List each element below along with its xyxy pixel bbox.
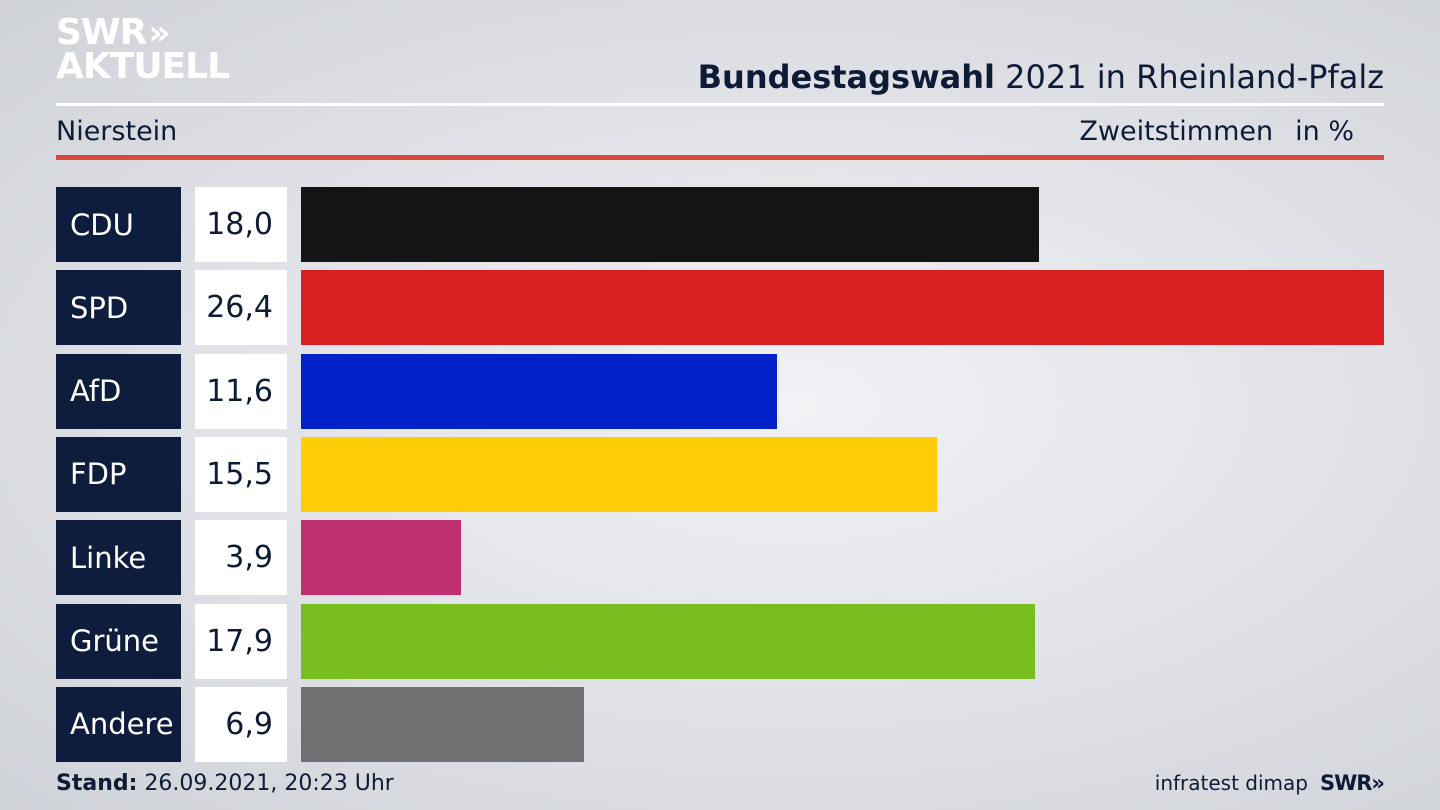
swr-aktuell-logo: SWR » AKTUELL [56,12,230,87]
subheader-divider [56,155,1384,160]
bar-row-andere: Andere 6,9 [56,686,1384,762]
bar [301,436,937,512]
bar [301,353,777,429]
party-label: CDU [56,187,181,262]
value-label: 18,0 [195,187,287,262]
bar [301,520,461,596]
footer-credits: infratest dimap SWR» [1154,771,1385,795]
location-label: Nierstein [56,116,178,147]
measure-text: Zweitstimmen [1079,116,1274,147]
unit-text: in % [1295,116,1354,147]
logo-swr-text: SWR [56,12,147,53]
party-label: Andere [56,686,181,762]
measure-label: Zweitstimmen in % [1079,116,1354,147]
title-bold: Bundestagswahl [697,58,995,96]
bar-row-fdp: FDP 15,5 [56,436,1384,512]
title-rest: 2021 in Rheinland-Pfalz [995,58,1384,96]
stand-value: 26.09.2021, 20:23 Uhr [137,771,394,796]
bar [301,270,1384,346]
bar-row-linke: Linke 3,9 [56,520,1384,596]
swr-brand-logo: SWR» [1319,771,1385,795]
bar [301,686,584,762]
bar-row-grüne: Grüne 17,9 [56,603,1384,679]
party-label: Linke [56,520,181,596]
party-label: Grüne [56,603,181,679]
source-label: infratest dimap [1154,771,1308,795]
header-divider [56,103,1384,106]
bar-row-spd: SPD 26,4 [56,270,1384,346]
value-label: 3,9 [195,520,287,596]
logo-aktuell-text: AKTUELL [56,46,230,87]
value-label: 11,6 [195,353,287,429]
party-label: SPD [56,270,181,346]
party-label: FDP [56,436,181,512]
value-label: 17,9 [195,603,287,679]
chart-title: Bundestagswahl 2021 in Rheinland-Pfalz [698,58,1384,96]
bar-row-cdu: CDU 18,0 [56,187,1384,262]
value-label: 15,5 [195,436,287,512]
bar-row-afd: AfD 11,6 [56,353,1384,429]
logo-chevron-icon: » [148,13,170,53]
value-label: 26,4 [195,270,287,346]
bar [301,187,1039,262]
value-label: 6,9 [195,686,287,762]
bar [301,603,1035,679]
stand-label: Stand: [56,771,138,796]
timestamp: Stand: 26.09.2021, 20:23 Uhr [56,771,394,796]
party-label: AfD [56,353,181,429]
